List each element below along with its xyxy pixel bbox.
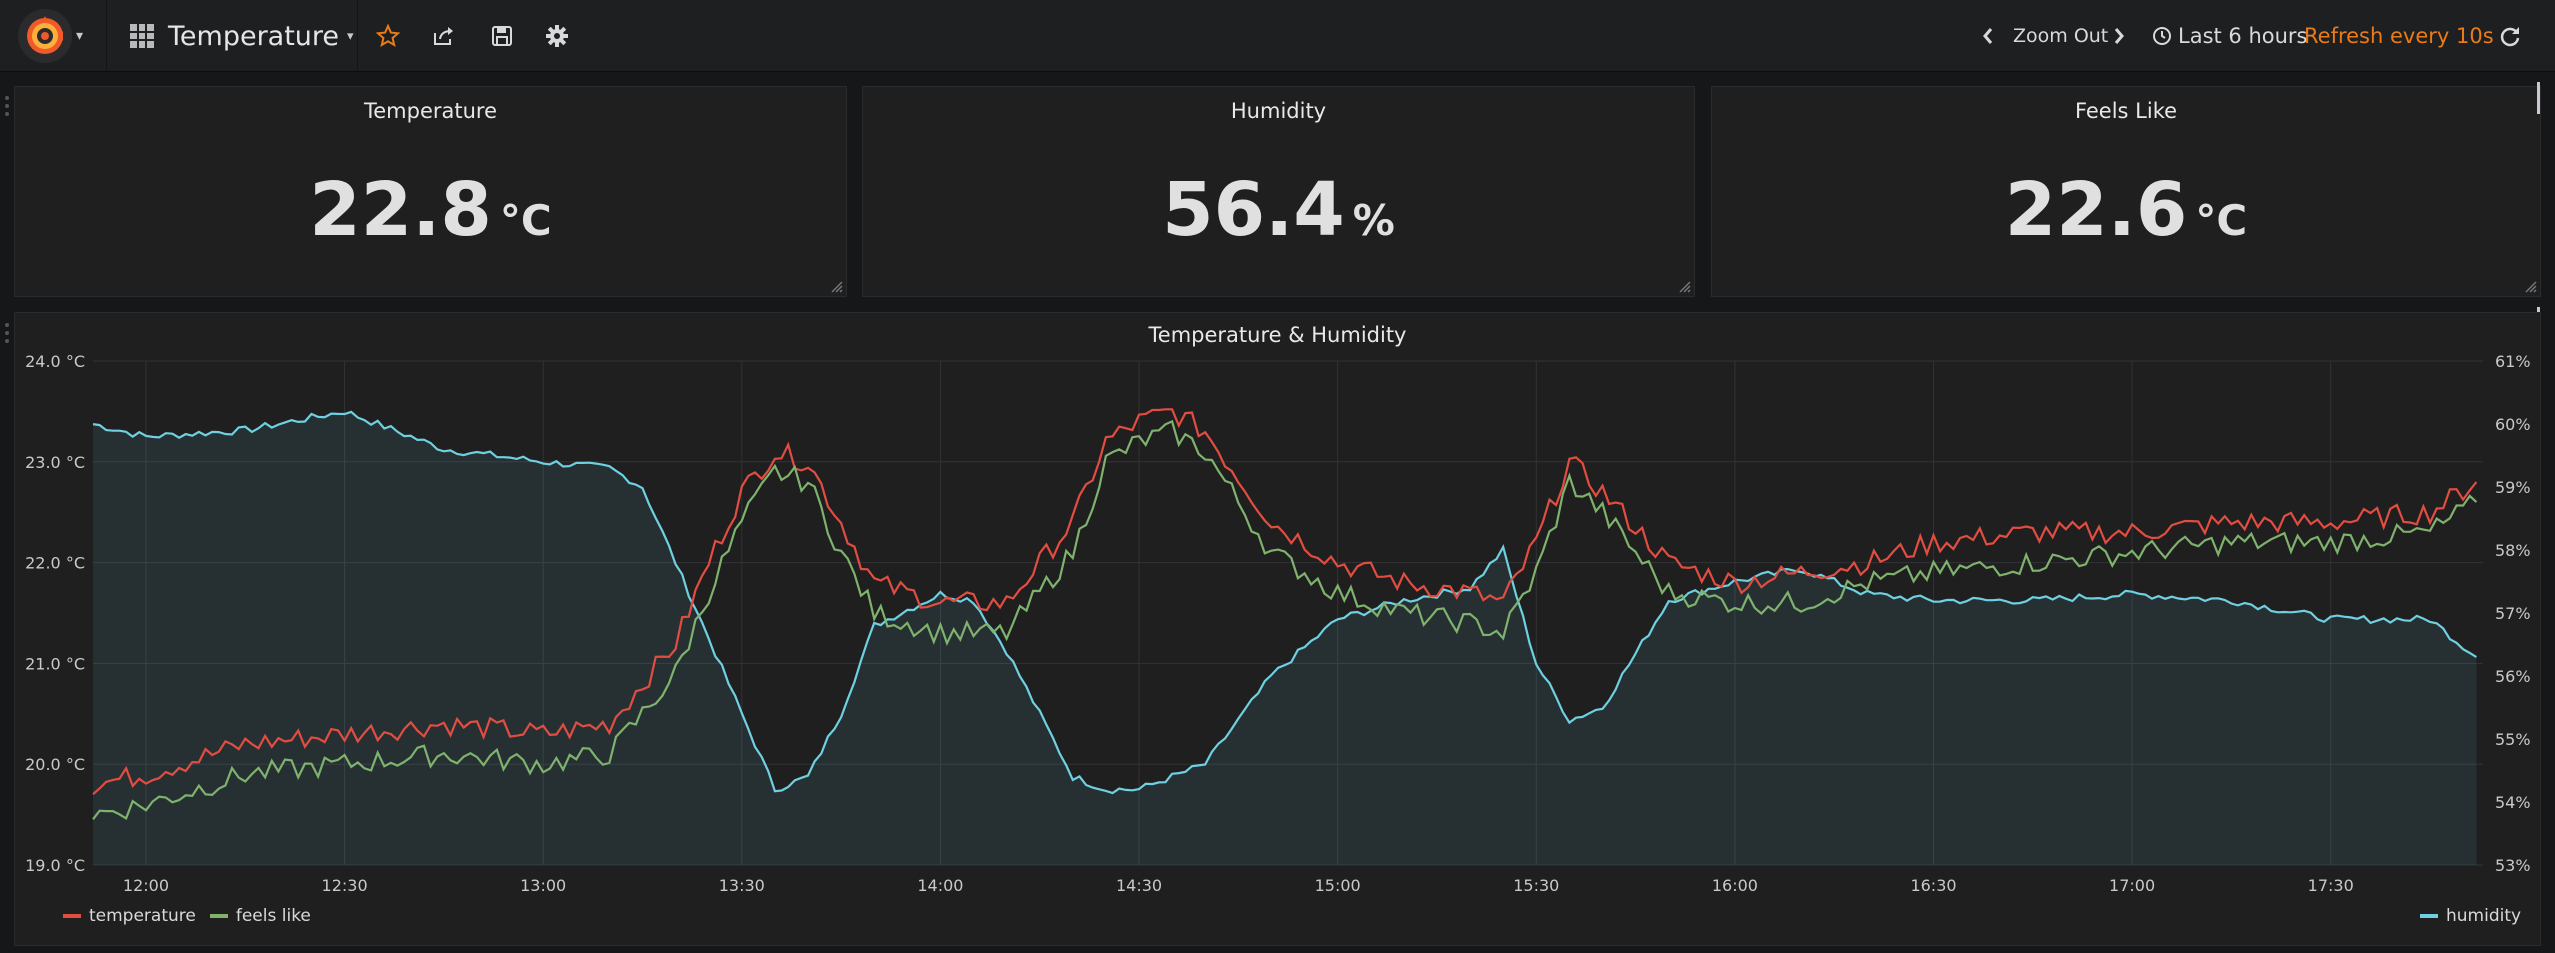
panel-title[interactable]: Temperature & Humidity [1148,323,1407,347]
time-back-button[interactable] [1972,20,2004,52]
legend-swatch [2420,914,2438,918]
refresh-button[interactable] [2494,20,2526,52]
x-tick-label: 12:30 [322,876,368,895]
y-left-tick-label: 21.0 °C [25,654,85,673]
share-icon [434,27,453,45]
gear-icon [546,25,568,47]
y-left-tick-label: 22.0 °C [25,554,85,573]
chevron-left-icon [1983,28,1993,44]
stat-panel-humidity: Humidity 56.4% [862,86,1695,297]
x-tick-label: 17:00 [2109,876,2155,895]
y-right-tick-label: 56% [2495,667,2531,686]
chevron-right-icon [2114,28,2124,44]
chevron-down-icon: ▾ [76,28,84,44]
refresh-interval-label: Refresh every 10s [2304,24,2494,48]
y-right-tick-label: 59% [2495,478,2531,497]
stat-unit: °C [499,196,552,245]
x-tick-label: 13:00 [520,876,566,895]
series-line-feels-like [92,419,2478,821]
stat-unit: °C [2195,196,2248,245]
legend-label: humidity [2446,906,2522,926]
panel-title[interactable]: Humidity [1230,99,1327,123]
time-range-label: Last 6 hours [2178,24,2308,48]
legend-right: humidity [2420,906,2535,926]
row-drag-handle[interactable] [4,95,10,117]
star-icon [376,24,400,48]
stat-number: 22.8 [309,167,492,253]
resize-handle-icon[interactable] [1679,281,1691,293]
y-right-tick-label: 60% [2495,415,2531,434]
scrollbar-thumb[interactable] [2537,82,2540,114]
refresh-icon [2500,27,2520,47]
x-tick-label: 17:30 [2308,876,2354,895]
x-tick-label: 14:30 [1116,876,1162,895]
dashboard-title: Temperature [168,20,340,52]
resize-handle-icon[interactable] [831,281,843,293]
y-right-tick-label: 61% [2495,352,2531,371]
legend-label: temperature [89,906,196,926]
time-picker-button[interactable]: Last 6 hours [2152,0,2308,72]
panel-title[interactable]: Temperature [363,99,498,123]
resize-handle-icon[interactable] [2525,281,2537,293]
logo-menu[interactable]: ▾ [0,0,107,72]
legend-swatch [209,914,228,918]
legend-item-feels-like[interactable]: feels like [209,906,311,926]
share-button[interactable] [428,20,460,52]
x-tick-label: 13:30 [719,876,765,895]
zoom-out-label: Zoom Out [2013,25,2109,47]
series-line-temperature [92,408,2478,796]
x-tick-label: 12:00 [123,876,169,895]
grafana-logo-icon[interactable] [18,9,72,63]
y-right-tick-label: 55% [2495,730,2531,749]
save-button[interactable] [486,20,518,52]
series-line-humidity [92,410,2477,795]
settings-button[interactable] [541,20,573,52]
legend-swatch [63,914,81,918]
legend-left: temperature feels like [63,906,325,926]
y-right-tick-label: 57% [2495,604,2531,623]
dashboard-picker[interactable]: Temperature ▾ [108,0,358,72]
x-tick-label: 16:30 [1910,876,1956,895]
stat-panel-feels-like: Feels Like 22.6 °C [1711,86,2541,297]
x-tick-label: 15:30 [1513,876,1559,895]
legend-label: feels like [235,906,311,926]
dashboard-grid-icon [130,24,154,48]
stat-value: 22.6 °C [1712,167,2540,253]
y-left-tick-label: 23.0 °C [25,453,85,472]
stat-value: 56.4% [863,167,1694,253]
y-right-tick-label: 54% [2495,793,2531,812]
drag-handle-icon [5,323,9,343]
stat-unit: % [1352,196,1395,245]
chevron-down-icon: ▾ [347,28,354,44]
row-drag-handle[interactable] [4,322,10,344]
y-left-tick-label: 19.0 °C [25,856,85,875]
y-left-tick-label: 24.0 °C [25,352,85,371]
y-left-tick-label: 20.0 °C [25,755,85,774]
legend-item-temperature[interactable]: temperature [63,906,196,926]
refresh-interval-button[interactable]: Refresh every 10s [2304,0,2494,72]
y-right-tick-label: 58% [2495,541,2531,560]
humidity-area [93,411,2477,865]
stat-panel-temperature: Temperature 22.8 °C [14,86,847,297]
save-icon [492,26,512,46]
time-series-chart[interactable]: 19.0 °C 20.0 °C 21.0 °C 22.0 °C 23.0 °C 24.0 … [15,313,2542,947]
x-tick-label: 15:00 [1315,876,1361,895]
x-tick-label: 16:00 [1712,876,1758,895]
panel-title[interactable]: Feels Like [2074,99,2178,123]
top-navbar: ▾ Temperature ▾ [0,0,2555,72]
x-tick-label: 14:00 [917,876,963,895]
y-right-tick-label: 53% [2495,856,2531,875]
stat-number: 22.6 [2004,167,2188,253]
drag-handle-icon [5,96,9,116]
time-forward-button[interactable] [2103,20,2135,52]
clock-icon [2153,27,2171,45]
stat-number: 56.4 [1162,167,1345,253]
star-button[interactable] [372,20,404,52]
legend-item-humidity[interactable]: humidity [2420,906,2521,926]
graph-panel-temperature-humidity: Temperature & Humidity 19.0 °C 20.0 °C 21.… [14,312,2541,946]
stat-value: 22.8 °C [15,167,846,253]
zoom-out-button[interactable]: Zoom Out [2013,0,2108,72]
